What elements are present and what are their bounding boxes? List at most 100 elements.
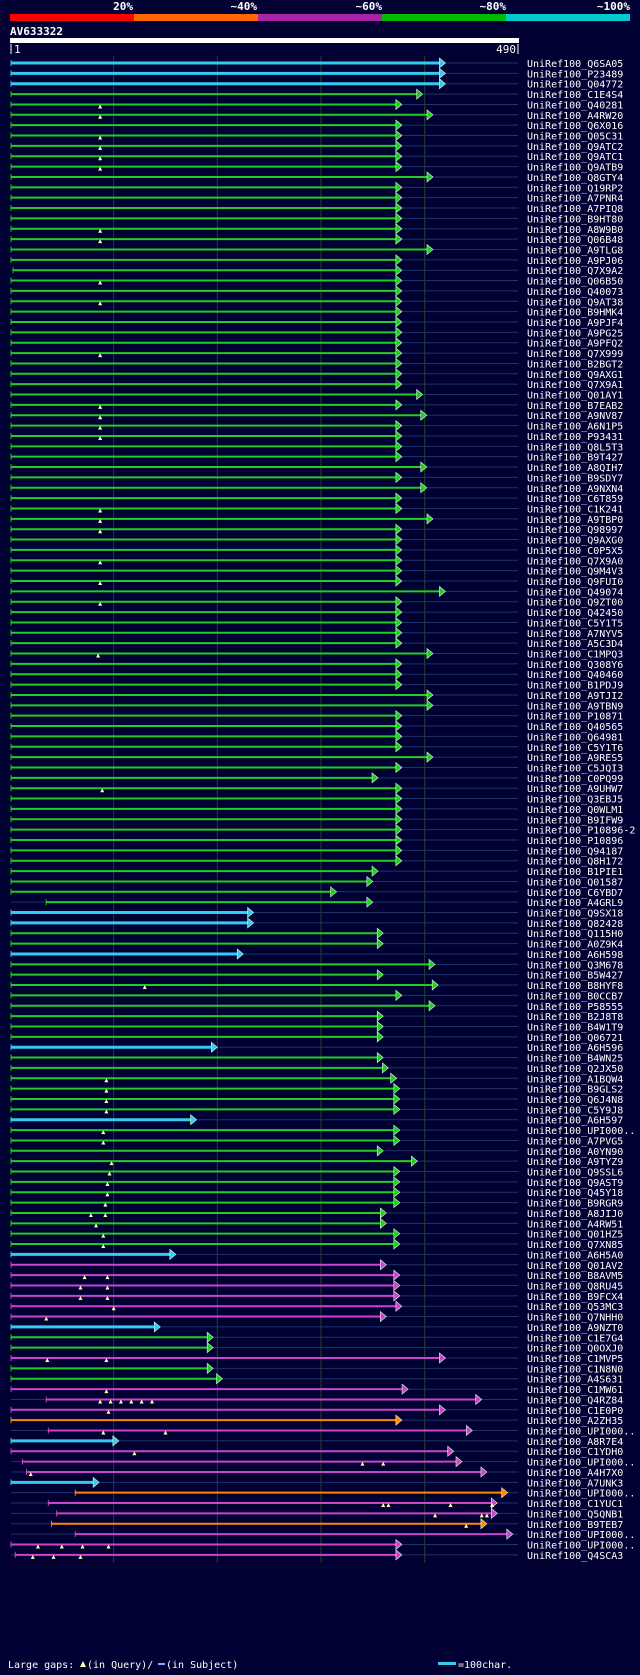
hit-label[interactable]: UniRef100_Q308Y6: [527, 660, 623, 671]
hit-label[interactable]: UniRef100_C1MVP5: [527, 1354, 623, 1365]
hit-label[interactable]: UniRef100_Q8H172: [527, 857, 623, 868]
hit-label[interactable]: UniRef100_C1MPQ3: [527, 650, 623, 661]
hit-label[interactable]: UniRef100_Q7X999: [527, 349, 623, 360]
hit-label[interactable]: UniRef100_B9T427: [527, 453, 623, 464]
hit-label[interactable]: UniRef100_Q8L5T3: [527, 442, 623, 453]
hit-row[interactable]: UniRef100_Q9AT38: [10, 295, 623, 308]
hit-label[interactable]: UniRef100_Q9FUI0: [527, 577, 623, 588]
hit-row[interactable]: UniRef100_A9PFQ2: [10, 337, 623, 350]
hit-label[interactable]: UniRef100_Q6X016: [527, 121, 623, 132]
hit-row[interactable]: UniRef100_C1MVP5: [10, 1352, 623, 1365]
hit-row[interactable]: UniRef100_Q2JX50: [10, 1062, 623, 1075]
hit-label[interactable]: UniRef100_B8HYF8: [527, 981, 623, 992]
hit-row[interactable]: UniRef100_A8QIH7: [10, 461, 623, 474]
hit-row[interactable]: UniRef100_Q01AV2: [10, 1259, 623, 1272]
hit-label[interactable]: UniRef100_B0CCB7: [527, 991, 623, 1002]
hit-label[interactable]: UniRef100_Q98997: [527, 525, 623, 536]
hit-label[interactable]: UniRef100_Q06B50: [527, 277, 623, 288]
hit-row[interactable]: UniRef100_B8HYF8: [10, 979, 623, 992]
hit-label[interactable]: UniRef100_C6T859: [527, 494, 623, 505]
hit-row[interactable]: UniRef100_Q9ATC1: [10, 150, 623, 163]
hit-row[interactable]: UniRef100_Q9ZT00: [10, 596, 623, 609]
hit-row[interactable]: UniRef100_Q7X999: [10, 347, 623, 360]
hit-row[interactable]: UniRef100_B9TEB7: [11, 1518, 623, 1531]
hit-row[interactable]: UniRef100_C0PQ99: [10, 772, 623, 785]
hit-label[interactable]: UniRef100_A0Z9K4: [527, 940, 623, 951]
hit-label[interactable]: UniRef100_B9TEB7: [527, 1520, 623, 1531]
hit-row[interactable]: UniRef100_P58555: [10, 1000, 623, 1013]
hit-label[interactable]: UniRef100_A6H596: [527, 1043, 623, 1054]
hit-label[interactable]: UniRef100_B9SDY7: [527, 473, 623, 484]
hit-label[interactable]: UniRef100_C5JQI3: [527, 763, 623, 774]
hit-label[interactable]: UniRef100_Q9SSL6: [527, 1168, 623, 1179]
hit-row[interactable]: UniRef100_A4GRL9: [11, 896, 623, 909]
hit-row[interactable]: UniRef100_A5C3D4: [10, 637, 623, 650]
hit-label[interactable]: UniRef100_C5Y1T5: [527, 618, 623, 629]
hit-label[interactable]: UniRef100_Q9SX18: [527, 909, 623, 920]
hit-label[interactable]: UniRef100_Q115H0: [527, 929, 623, 940]
hit-row[interactable]: UniRef100_A9TLG8: [10, 243, 623, 256]
hit-label[interactable]: UniRef100_P58555: [527, 1002, 623, 1013]
hit-label[interactable]: UniRef100_B9IFW9: [527, 815, 623, 826]
hit-label[interactable]: UniRef100_C1N8N0: [527, 1364, 623, 1375]
hit-label[interactable]: UniRef100_Q01HZ5: [527, 1230, 623, 1241]
hit-row[interactable]: UniRef100_A6H596: [10, 1041, 623, 1054]
hit-label[interactable]: UniRef100_A9TJI2: [527, 691, 623, 702]
hit-row[interactable]: UniRef100_B1PIE1: [10, 865, 623, 878]
hit-label[interactable]: UniRef100_Q01AV2: [527, 1261, 623, 1272]
hit-label[interactable]: UniRef100_Q4SCA3: [527, 1551, 623, 1562]
hit-label[interactable]: UniRef100_B2BGT2: [527, 359, 623, 370]
hit-label[interactable]: UniRef100_UPI000..: [527, 1126, 635, 1137]
hit-label[interactable]: UniRef100_A6H597: [527, 1116, 623, 1127]
hit-row[interactable]: UniRef100_Q01HZ5: [10, 1228, 623, 1241]
hit-row[interactable]: UniRef100_Q40073: [10, 285, 623, 298]
hit-label[interactable]: UniRef100_Q19RP2: [527, 183, 623, 194]
hit-label[interactable]: UniRef100_B5W427: [527, 971, 623, 982]
hit-label[interactable]: UniRef100_B9HT80: [527, 214, 623, 225]
hit-label[interactable]: UniRef100_Q01AY1: [527, 391, 623, 402]
hit-row[interactable]: UniRef100_A9TJI2: [10, 689, 623, 702]
hit-row[interactable]: UniRef100_Q40460: [10, 668, 623, 681]
hit-row[interactable]: UniRef100_B4W1T9: [10, 1020, 623, 1033]
hit-row[interactable]: UniRef100_C5Y9J8: [10, 1103, 623, 1116]
hit-row[interactable]: UniRef100_Q7X9A2: [11, 264, 623, 277]
hit-label[interactable]: UniRef100_A8JIJ0: [527, 1209, 623, 1220]
hit-label[interactable]: UniRef100_Q9AT38: [527, 297, 623, 308]
hit-row[interactable]: UniRef100_A9UHW7: [10, 782, 623, 795]
hit-label[interactable]: UniRef100_A9NZT0: [527, 1323, 623, 1334]
hit-row[interactable]: UniRef100_Q3EBJ5: [10, 792, 623, 806]
hit-label[interactable]: UniRef100_C1K241: [527, 504, 623, 515]
hit-row[interactable]: UniRef100_B1PDJ9: [10, 678, 623, 692]
hit-row[interactable]: UniRef100_Q7X9A0: [10, 554, 623, 567]
hit-label[interactable]: UniRef100_Q2JX50: [527, 1064, 623, 1075]
hit-row[interactable]: UniRef100_UPI000..: [11, 1455, 635, 1469]
hit-row[interactable]: UniRef100_Q7XN85: [10, 1238, 623, 1251]
hit-row[interactable]: UniRef100_A8JIJ0: [10, 1207, 623, 1220]
hit-row[interactable]: UniRef100_A2ZH35: [10, 1414, 623, 1427]
hit-label[interactable]: UniRef100_B1PIE1: [527, 867, 623, 878]
hit-row[interactable]: UniRef100_Q6SA05: [10, 57, 623, 70]
hit-row[interactable]: UniRef100_UPI000..: [10, 1124, 635, 1137]
hit-row[interactable]: UniRef100_B9SDY7: [10, 471, 623, 484]
hit-row[interactable]: UniRef100_B2J8T8: [10, 1010, 623, 1023]
hit-row[interactable]: UniRef100_C1MPQ3: [10, 647, 623, 661]
hit-row[interactable]: UniRef100_C1YUC1: [11, 1497, 623, 1510]
hit-label[interactable]: UniRef100_A9TBP0: [527, 515, 623, 526]
hit-row[interactable]: UniRef100_Q308Y6: [10, 658, 623, 671]
hit-row[interactable]: UniRef100_B7EAB2: [10, 399, 623, 412]
hit-label[interactable]: UniRef100_Q9AST9: [527, 1178, 623, 1189]
hit-label[interactable]: UniRef100_Q9M4V3: [527, 567, 623, 578]
hit-label[interactable]: UniRef100_Q9ATC2: [527, 142, 623, 153]
hit-row[interactable]: UniRef100_B0CCB7: [10, 989, 623, 1002]
hit-row[interactable]: UniRef100_C1E4S4: [10, 88, 623, 101]
hit-row[interactable]: UniRef100_P10896: [10, 834, 623, 847]
hit-row[interactable]: UniRef100_B9GLS2: [10, 1082, 623, 1096]
hit-label[interactable]: UniRef100_B9RGR9: [527, 1199, 623, 1210]
hit-row[interactable]: UniRef100_C1N8N0: [10, 1362, 623, 1375]
hit-label[interactable]: UniRef100_A9NV87: [527, 411, 623, 422]
hit-row[interactable]: UniRef100_P10871: [10, 710, 623, 723]
hit-label[interactable]: UniRef100_Q6J4N8: [527, 1095, 623, 1106]
hit-row[interactable]: UniRef100_C1E7G4: [10, 1331, 623, 1344]
hit-label[interactable]: UniRef100_UPI000..: [527, 1489, 635, 1500]
hit-label[interactable]: UniRef100_A7PVG5: [527, 1136, 623, 1147]
